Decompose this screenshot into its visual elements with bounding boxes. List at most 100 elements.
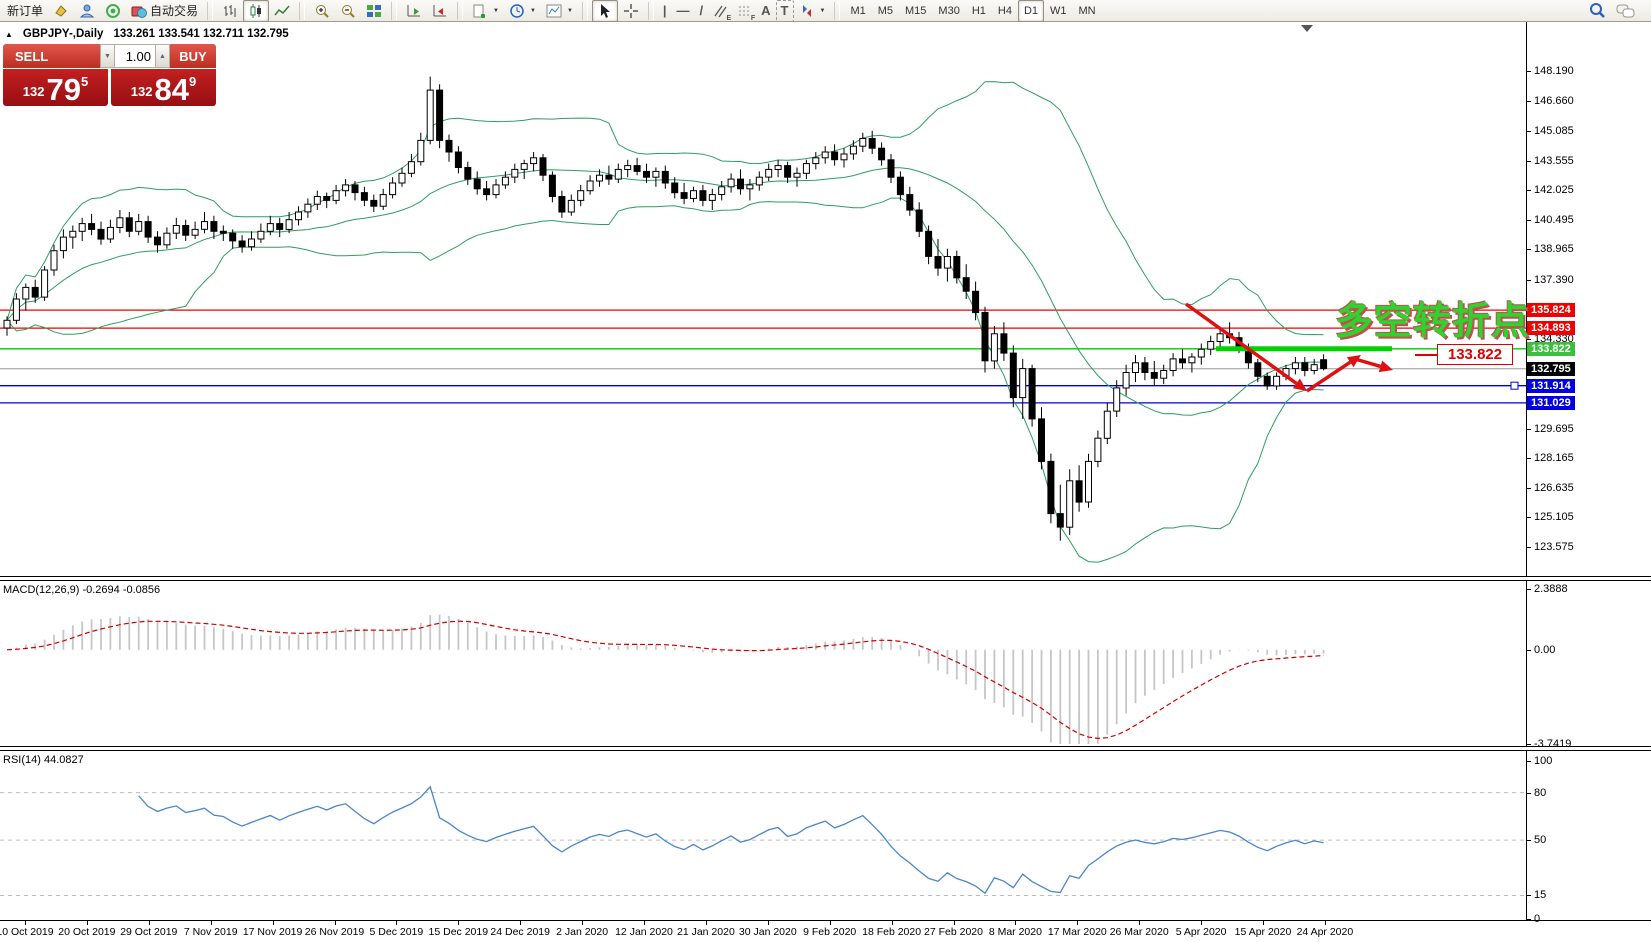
- toolbar: 新订单 自动交易 ▼ ▼ ▼ | — / E F A T ▼ M1 M5 M15 M3…: [0, 0, 1651, 22]
- price-tick-label: 148.190: [1534, 65, 1574, 77]
- text-tool[interactable]: A: [761, 3, 771, 18]
- timeframe-h1[interactable]: H1: [971, 4, 986, 17]
- price-tick-mark: [1527, 339, 1531, 341]
- timeframe-m30[interactable]: M30: [938, 4, 960, 17]
- vertical-line-tool[interactable]: |: [662, 3, 667, 18]
- date-tick-mark: [953, 921, 955, 925]
- timeframe-d1[interactable]: D1: [1017, 0, 1045, 22]
- line-chart-mode-icon[interactable]: [269, 0, 295, 22]
- timeframe-m5[interactable]: M5: [877, 4, 894, 17]
- timeframe-m1[interactable]: M1: [850, 4, 866, 17]
- zoom-in-icon[interactable]: [309, 0, 335, 22]
- volume-input[interactable]: 1.00: [115, 44, 155, 68]
- price-line-badge[interactable]: 131.914: [1527, 378, 1575, 393]
- date-tick-mark: [829, 921, 831, 925]
- autotrading-button[interactable]: 自动交易: [126, 0, 203, 22]
- price-scale-border: [1526, 22, 1527, 920]
- timeframe-m15[interactable]: M15: [905, 4, 927, 17]
- zoom-out-icon[interactable]: [335, 0, 361, 22]
- profiles-icon[interactable]: [74, 0, 100, 22]
- signals-icon[interactable]: [100, 0, 126, 22]
- timeframe-mn[interactable]: MN: [1078, 4, 1096, 17]
- date-tick-mark: [86, 921, 88, 925]
- volume-increase-button[interactable]: ▲: [155, 44, 170, 68]
- date-tick-mark: [1015, 921, 1017, 925]
- price-tick-mark: [1527, 131, 1531, 133]
- horizontal-line-tool[interactable]: —: [676, 3, 690, 18]
- price-line-badge[interactable]: 135.824: [1527, 303, 1575, 318]
- crosshair-tool-icon[interactable]: [618, 0, 644, 22]
- price-line-badge[interactable]: 132.795: [1527, 361, 1575, 376]
- sell-price-display[interactable]: 132 79 5: [3, 69, 108, 106]
- price-tick-mark: [1527, 71, 1531, 72]
- tile-windows-icon[interactable]: [361, 0, 387, 22]
- dropdown-caret-icon[interactable]: ▼: [529, 7, 536, 14]
- price-tick-label: 145.085: [1534, 125, 1574, 138]
- price-tick-mark: [1527, 249, 1531, 251]
- indicators-add-icon[interactable]: ▼: [467, 0, 504, 22]
- ohlc-values: 133.261 133.541 132.711 132.795: [113, 28, 289, 40]
- chart-shift-icon[interactable]: [427, 0, 453, 22]
- channel-tool[interactable]: E: [708, 0, 732, 22]
- price-tick-label: 146.660: [1534, 94, 1574, 107]
- volume-decrease-button[interactable]: ▼: [100, 44, 115, 68]
- macd-tick-mark: [1527, 649, 1531, 651]
- bar-chart-mode-icon[interactable]: [217, 0, 243, 22]
- timeframe-h4[interactable]: H4: [997, 4, 1012, 17]
- toolbar-separator: [391, 1, 398, 20]
- price-level-annotation[interactable]: 133.822: [1437, 344, 1513, 365]
- price-line-badge[interactable]: 131.029: [1527, 395, 1575, 410]
- timeframe-w1[interactable]: W1: [1050, 4, 1067, 17]
- dropdown-caret-icon[interactable]: ▼: [566, 7, 573, 14]
- price-chart-canvas[interactable]: [0, 22, 1527, 576]
- rsi-indicator-canvas[interactable]: [0, 751, 1527, 920]
- text-label-tool[interactable]: T: [775, 0, 794, 22]
- rsi-tick-label: 100: [1534, 755, 1553, 767]
- rsi-tick-mark: [1527, 840, 1531, 842]
- autotrading-label: 自动交易: [150, 4, 199, 18]
- buy-button[interactable]: BUY: [170, 44, 216, 68]
- toolbar-separator: [834, 1, 841, 20]
- templates-icon[interactable]: ▼: [541, 0, 578, 22]
- price-tick-mark: [1527, 160, 1531, 162]
- chat-icon[interactable]: [1611, 0, 1641, 22]
- collapse-panel-icon[interactable]: ▲: [5, 29, 13, 39]
- new-order-button[interactable]: 新订单: [7, 4, 44, 18]
- styles-icon[interactable]: [48, 0, 74, 22]
- date-label: 24 Dec 2019: [490, 926, 550, 938]
- price-tick-mark: [1527, 487, 1531, 489]
- fibo-sub-label: F: [750, 14, 756, 22]
- cursor-tool-icon[interactable]: [591, 0, 618, 22]
- date-tick-mark: [148, 921, 150, 925]
- dropdown-caret-icon[interactable]: ▼: [819, 7, 826, 14]
- sell-button[interactable]: SELL: [3, 44, 100, 68]
- sell-price-base: 132: [22, 84, 45, 99]
- periods-clock-icon[interactable]: ▼: [504, 0, 541, 22]
- price-tick-label: 129.695: [1534, 422, 1574, 435]
- macd-tick-mark: [1527, 589, 1531, 590]
- panel-separator[interactable]: [0, 746, 1651, 751]
- arrows-tool[interactable]: ▼: [794, 0, 831, 22]
- trendline-tool[interactable]: /: [699, 3, 704, 18]
- price-tick-label: 138.965: [1534, 243, 1574, 256]
- panel-separator[interactable]: [0, 576, 1651, 581]
- price-line-badge[interactable]: 133.822: [1527, 341, 1575, 356]
- date-label: 27 Feb 2020: [924, 926, 983, 938]
- channel-sub-label: E: [726, 14, 732, 22]
- macd-indicator-canvas[interactable]: [0, 581, 1527, 746]
- dropdown-caret-icon[interactable]: ▼: [493, 7, 499, 14]
- search-icon[interactable]: [1583, 0, 1611, 22]
- rsi-tick-label: 15: [1534, 889, 1547, 902]
- turning-point-annotation[interactable]: 多空转折点: [1335, 301, 1531, 343]
- buy-price-display[interactable]: 132 84 9: [111, 69, 216, 106]
- rsi-indicator-label: RSI(14) 44.0827: [3, 754, 84, 766]
- auto-scroll-icon[interactable]: [401, 0, 427, 22]
- candlestick-mode-icon[interactable]: [243, 0, 270, 22]
- date-tick-mark: [1263, 921, 1264, 925]
- timeframe-group: M1 M5 M15 M30 H1 H4 D1 W1 MN: [844, 0, 1101, 22]
- fibonacci-tool[interactable]: F: [732, 0, 756, 22]
- buy-price-base: 132: [130, 84, 153, 99]
- rsi-tick-mark: [1527, 792, 1531, 794]
- price-line-badge[interactable]: 134.893: [1527, 321, 1575, 336]
